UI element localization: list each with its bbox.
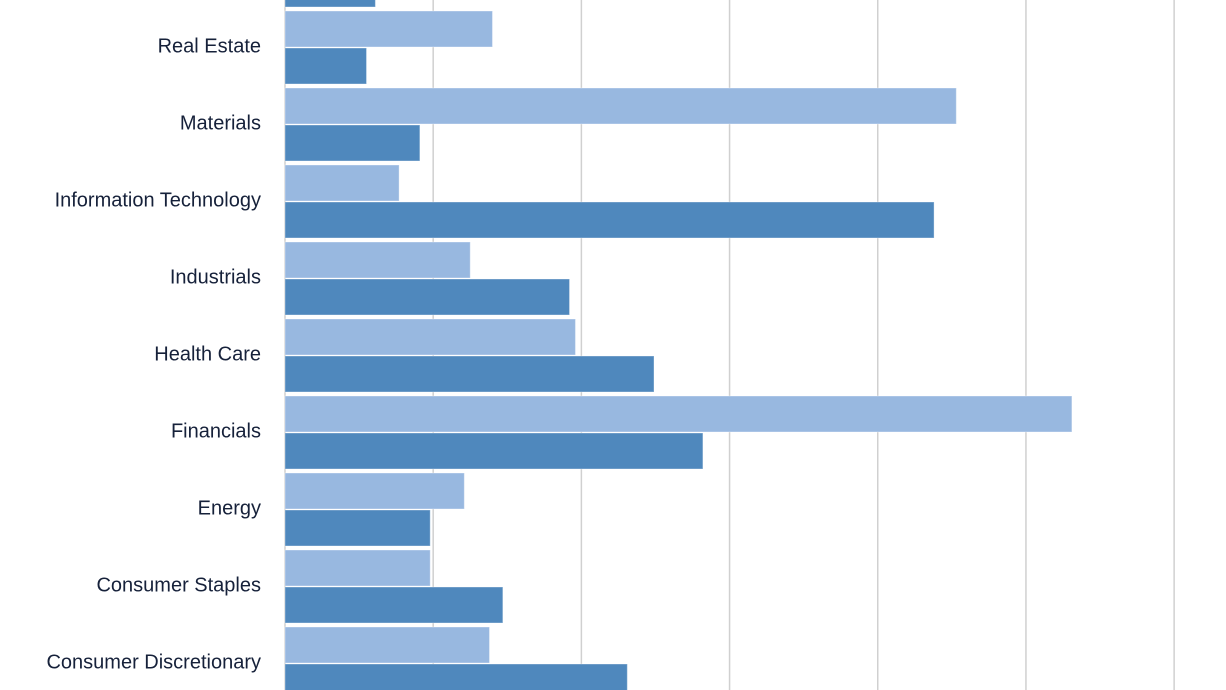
bar: [284, 586, 504, 624]
bar: [284, 509, 431, 547]
bar: [284, 626, 491, 664]
y-tick-label: Energy: [198, 497, 261, 519]
y-tick-label: Health Care: [154, 343, 261, 365]
bar: [284, 395, 1073, 433]
bar: [284, 10, 493, 48]
y-tick-label: Industrials: [170, 266, 261, 288]
bar: [284, 663, 628, 690]
bar: [284, 432, 704, 470]
bar: [284, 318, 576, 356]
bar: [284, 124, 421, 162]
y-tick-label: Consumer Staples: [96, 574, 261, 596]
bar: [284, 164, 400, 202]
y-tick-label: Materials: [180, 112, 261, 134]
y-tick-label: Information Technology: [55, 189, 261, 211]
bar: [284, 472, 465, 510]
y-tick-label: Financials: [171, 420, 261, 442]
bar: [284, 355, 655, 393]
bar: [284, 278, 571, 316]
bar: [284, 241, 471, 279]
bar: [284, 201, 935, 239]
bar: [284, 87, 957, 125]
bar: [284, 0, 376, 8]
bar: [284, 549, 431, 587]
y-tick-label: Real Estate: [158, 35, 261, 57]
bar: [284, 47, 368, 85]
y-tick-label: Consumer Discretionary: [46, 651, 261, 673]
